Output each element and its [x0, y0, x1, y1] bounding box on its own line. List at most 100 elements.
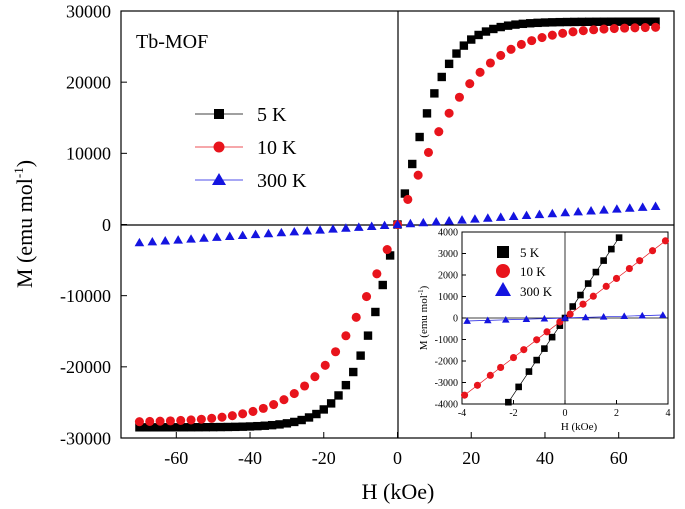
inset-point-5K	[615, 234, 623, 241]
main-y-tick-label: 0	[102, 215, 111, 235]
main-point-300K	[547, 208, 558, 218]
main-point-300K	[134, 237, 145, 247]
main-y-axis-label-sup: -1	[11, 167, 26, 178]
main-point-300K	[392, 219, 403, 229]
main-y-axis-label: M (emu mol-1)	[11, 160, 37, 288]
main-series-10K	[134, 22, 661, 427]
main-point-5K	[577, 17, 587, 27]
main-point-10K	[289, 389, 299, 399]
inset-y-tick-label: 1000	[438, 292, 458, 303]
main-y-tick-label: 20000	[66, 72, 111, 92]
main-point-10K	[620, 23, 630, 33]
main-point-5K	[275, 420, 284, 429]
main-point-5K	[555, 17, 564, 27]
main-point-5K	[526, 19, 535, 28]
main-point-5K	[599, 17, 609, 26]
inset-x-tick-label: -4	[458, 408, 466, 419]
inset-series-10K	[461, 237, 669, 399]
main-point-10K	[372, 269, 382, 279]
main-point-5K	[570, 17, 579, 27]
inset-series	[461, 234, 669, 406]
main-series	[134, 17, 661, 432]
main-point-5K	[459, 41, 469, 50]
main-point-300K	[250, 229, 261, 239]
main-point-10K	[258, 403, 268, 413]
main-point-5K	[142, 423, 152, 432]
main-point-5K	[408, 159, 417, 169]
main-point-300K	[302, 226, 313, 235]
main-point-5K	[304, 413, 314, 422]
inset-y-tick-label: -3000	[435, 378, 458, 389]
inset-point-10K	[612, 274, 621, 283]
main-point-5K	[260, 421, 269, 430]
inset-y-tick-label: 3000	[438, 249, 458, 260]
inset-y-axis-label: M (emu mol-1)	[417, 285, 430, 350]
main-point-10K	[196, 414, 206, 424]
inset-point-5K	[569, 303, 577, 310]
inset-y-axis-label-sup: -1	[417, 289, 425, 295]
legend-entry-5K: 5 K	[195, 104, 287, 126]
inset-point-10K	[509, 353, 518, 362]
main-point-5K	[430, 89, 439, 98]
main-point-300K	[482, 213, 493, 222]
legend-label-10K: 10 K	[257, 137, 297, 159]
inset-point-10K	[566, 310, 574, 318]
main-series-300K	[134, 201, 661, 247]
inset-point-10K	[589, 292, 597, 300]
main-series-5K	[135, 17, 660, 432]
inset-point-10K	[625, 264, 633, 273]
main-point-5K	[282, 419, 292, 428]
main-point-10K	[651, 22, 661, 32]
main-point-300K	[624, 203, 635, 212]
inset-legend: 5 K 10 K 300 K	[495, 245, 553, 299]
main-point-300K	[431, 216, 442, 226]
main-point-10K	[537, 33, 547, 43]
main-x-axis-label: H (kOe)	[362, 479, 435, 504]
inset-plot: -4 -2 0 2 4 -4000 -3000 -2000 -1000 0 1000 2000 300…	[417, 228, 671, 434]
main-point-300K	[508, 211, 519, 220]
main-point-10K	[227, 411, 237, 421]
inset-legend-marker-10K	[496, 264, 510, 278]
main-point-10K	[361, 292, 372, 302]
main-point-5K	[415, 132, 424, 142]
inset-point-300K	[561, 314, 569, 321]
inset-point-300K	[540, 314, 549, 322]
inset-legend-marker-300K	[495, 282, 511, 296]
main-point-10K	[134, 417, 144, 427]
main-point-5K	[172, 423, 181, 432]
main-point-10K	[248, 406, 258, 416]
main-point-300K	[405, 218, 416, 228]
inset-x-axis-label: H (kOe)	[561, 421, 598, 433]
main-point-10K	[176, 415, 186, 426]
inset-point-10K	[486, 371, 494, 379]
main-point-5K	[363, 331, 373, 340]
main-x-tick-label: 20	[462, 448, 480, 468]
main-point-10K	[527, 36, 537, 46]
main-y-tick-label: -30000	[60, 428, 111, 448]
main-point-300K	[263, 228, 274, 238]
main-point-5K	[629, 17, 638, 26]
inset-point-5K	[556, 322, 564, 329]
main-point-5K	[474, 30, 483, 40]
main-point-10K	[320, 360, 330, 370]
inset-point-10K	[497, 363, 505, 372]
main-point-5K	[481, 27, 491, 36]
main-point-300K	[379, 220, 390, 230]
main-point-10K	[496, 50, 506, 60]
main-x-tick-label: -60	[164, 448, 188, 468]
main-point-5K	[216, 422, 225, 432]
main-point-5K	[518, 19, 528, 29]
main-point-10K	[382, 245, 392, 255]
inset-point-10K	[533, 336, 541, 344]
main-point-5K	[149, 423, 159, 432]
inset-point-10K	[520, 346, 528, 354]
main-point-5K	[540, 18, 550, 27]
main-y-axis-label-close: )	[12, 160, 37, 167]
main-point-5K	[643, 17, 653, 26]
main-point-300K	[560, 207, 571, 217]
inset-x-tick-label: 4	[666, 408, 671, 419]
inset-legend-label-300K: 300 K	[520, 284, 553, 299]
inset-point-10K	[473, 381, 482, 389]
main-point-5K	[356, 351, 365, 360]
